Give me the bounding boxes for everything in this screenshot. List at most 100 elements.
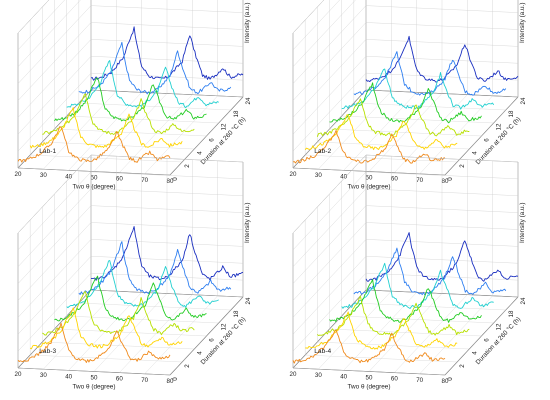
depth-axis-title: Duration at 260 °C (h) [199,115,247,166]
x-axis-title: Two θ (degree) [348,384,391,391]
x-tick-label: 50 [91,375,98,382]
x-tick-label: 70 [416,377,423,384]
series-line-12h [341,262,494,309]
series-line-12h [341,68,495,110]
depth-tick-label: 0 [172,377,179,381]
depth-tick-label: 24 [245,97,252,104]
series-line-18h [353,247,507,296]
depth-tick-label: 18 [233,310,240,317]
series-group [292,232,519,364]
depth-tick-label: 24 [520,97,527,104]
x-tick-label: 60 [116,376,123,383]
x-tick-label: 30 [40,172,47,179]
depth-tick-label: 18 [508,310,515,317]
depth-tick-label: 12 [496,123,503,130]
x-tick-label: 80 [442,378,449,385]
x-tick-label: 80 [167,178,174,185]
x-tick-label: 30 [315,172,322,179]
depth-axis-title: Duration at 260 °C (h) [474,115,522,166]
grid [292,154,519,376]
depth-tick-label: 6 [209,138,216,142]
depth-tick-label: 4 [471,151,478,155]
x-tick-label: 30 [40,372,47,379]
series-line-0h [17,126,171,163]
depth-tick-label: 12 [221,123,228,130]
x-tick-label: 80 [167,378,174,385]
x-tick-label: 50 [366,375,373,382]
depth-tick-label: 2 [184,364,191,368]
series-line-6h [54,77,207,122]
depth-tick-label: 0 [447,377,454,381]
x-ticks: 20 30 40 50 60 70 80 [290,171,449,185]
depth-tick-label: 0 [447,177,454,181]
depth-tick-label: 4 [196,151,203,155]
panel-label: Lab-2 [314,148,331,155]
x-tick-label: 20 [290,171,297,178]
depth-tick-label: 12 [221,323,228,330]
x-axis-title: Two θ (degree) [73,384,116,391]
z-axis-title: Intensity (a.u.) [519,3,526,44]
series-line-24h [90,226,244,281]
x-axis-title: Two θ (degree) [73,184,116,191]
series-line-4h [42,291,195,336]
x-tick-label: 50 [366,175,373,182]
x-ticks: 20 30 40 50 60 70 80 [15,171,174,185]
depth-tick-label: 6 [484,338,491,342]
series-line-4h [42,93,195,135]
grid [292,0,519,176]
depth-axis-title: Duration at 260 °C (h) [199,315,247,366]
x-tick-label: 50 [91,175,98,182]
panel-label: Lab-4 [314,348,331,355]
series-group [17,26,244,163]
depth-tick-label: 2 [184,164,191,168]
x-tick-label: 60 [391,376,398,383]
series-line-18h [78,41,232,95]
series-line-18h [353,51,507,96]
series-line-4h [316,98,470,137]
series-group [292,35,519,164]
z-axis-title: Intensity (a.u.) [244,203,251,244]
x-tick-label: 40 [340,373,347,380]
series-line-12h [66,260,219,309]
panel-label: Lab-1 [39,148,56,155]
x-tick-label: 60 [116,176,123,183]
series-line-0h [292,129,446,164]
series-line-2h [304,114,458,151]
x-tick-label: 30 [315,372,322,379]
depth-tick-label: 24 [245,297,252,304]
x-tick-label: 70 [141,177,148,184]
x-tick-label: 20 [15,371,22,378]
series-line-2h [29,107,183,149]
series-line-4h [316,295,470,337]
series-line-24h [365,232,519,282]
series-line-24h [365,35,519,83]
depth-tick-label: 0 [172,177,179,181]
series-group [17,226,244,363]
series-line-0h [17,322,171,363]
x-tick-label: 70 [141,377,148,384]
depth-tick-label: 12 [496,323,503,330]
x-ticks: 20 30 40 50 60 70 80 [290,371,449,385]
x-ticks: 20 30 40 50 60 70 80 [15,371,174,385]
depth-axis-title: Duration at 260 °C (h) [474,315,522,366]
z-axis-title: Intensity (a.u.) [519,203,526,244]
depth-tick-label: 18 [233,110,240,117]
x-tick-label: 70 [416,177,423,184]
series-line-0h [292,329,446,364]
x-tick-label: 40 [65,173,72,180]
x-tick-label: 20 [15,171,22,178]
x-tick-label: 20 [290,371,297,378]
z-axis-title: Intensity (a.u.) [244,3,251,44]
series-line-6h [329,279,482,323]
depth-tick-label: 6 [209,338,216,342]
series-line-6h [54,275,207,322]
depth-tick-label: 24 [520,297,527,304]
